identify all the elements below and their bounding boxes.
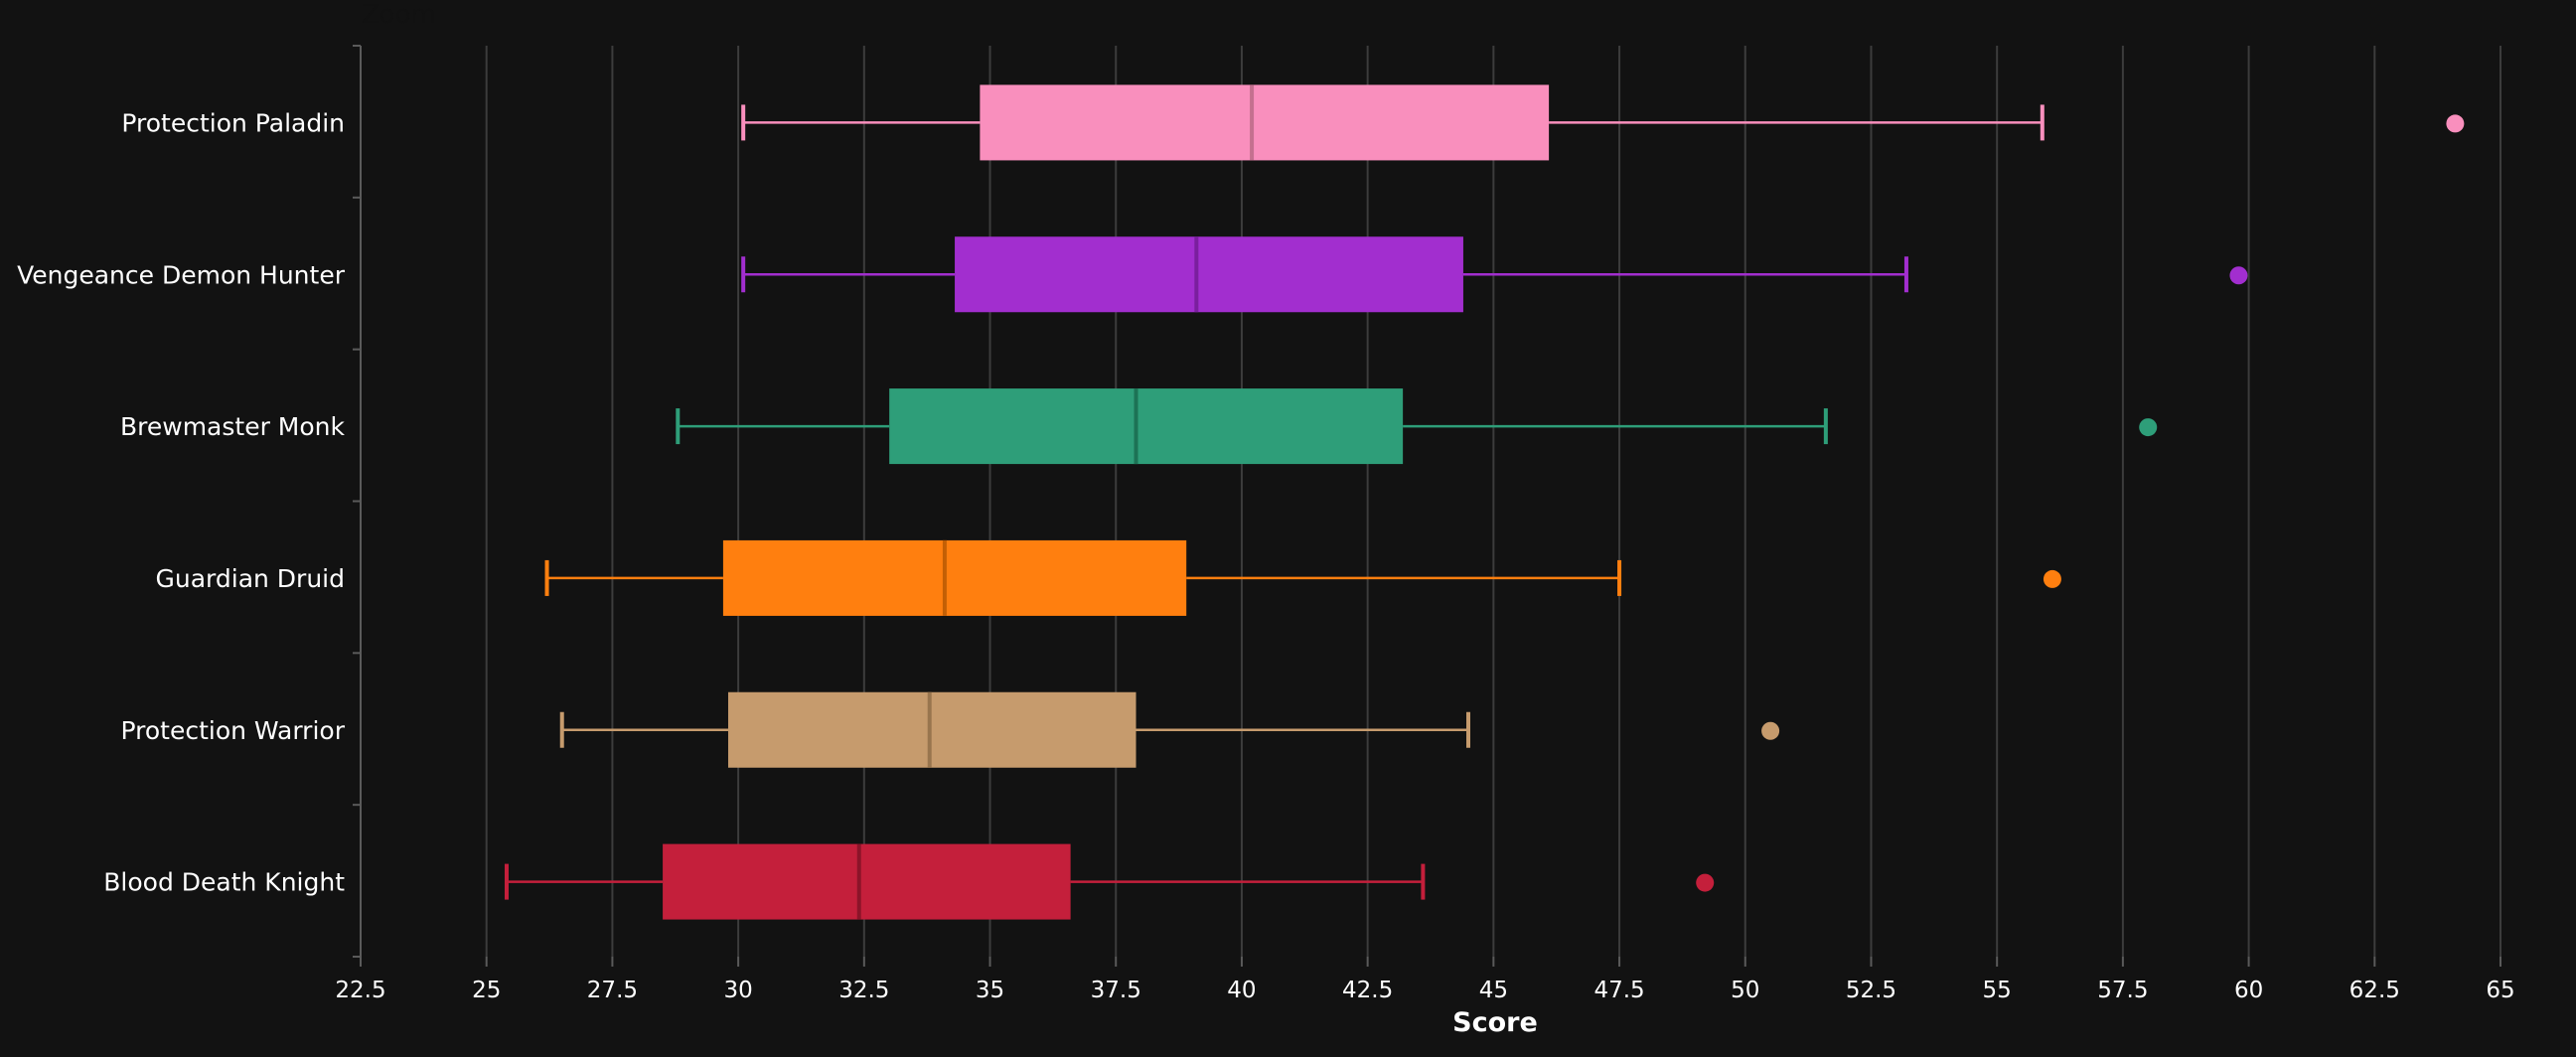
x-tick-label: 42.5 xyxy=(1342,978,1393,1003)
x-tick-label: 47.5 xyxy=(1593,978,1644,1003)
x-tick-label: 57.5 xyxy=(2097,978,2148,1003)
outlier-point xyxy=(2229,266,2248,285)
box-group xyxy=(676,388,2158,465)
x-tick-label: 32.5 xyxy=(838,978,889,1003)
labels: 22.5 25 27.5 30 32.5 35 37.5 40 42.5 45 47.5 50 52.5… xyxy=(17,108,2515,1038)
x-tick-label: 50 xyxy=(1731,978,1759,1003)
x-tick-label: 40 xyxy=(1227,978,1256,1003)
outlier-point xyxy=(2043,569,2061,588)
box-group xyxy=(741,84,2465,161)
category-label: Protection Paladin xyxy=(121,108,345,137)
box-group xyxy=(559,691,1780,768)
x-tick-label: 62.5 xyxy=(2349,978,2400,1003)
outlier-point xyxy=(1761,721,1780,740)
category-label: Guardian Druid xyxy=(156,564,346,593)
box-group xyxy=(544,539,2061,616)
x-tick-label: 27.5 xyxy=(587,978,638,1003)
box xyxy=(727,691,1136,768)
box-group xyxy=(504,843,1715,920)
x-tick-label: 30 xyxy=(723,978,752,1003)
outlier-point xyxy=(2446,114,2465,133)
x-tick-label: 55 xyxy=(1983,978,2012,1003)
category-label: Brewmaster Monk xyxy=(120,412,346,441)
x-tick-label: 52.5 xyxy=(1846,978,1896,1003)
x-tick-label: 35 xyxy=(976,978,1004,1003)
zoom-label[interactable]: Zoom xyxy=(362,0,436,30)
category-label: Blood Death Knight xyxy=(103,868,345,897)
x-tick-label: 65 xyxy=(2486,978,2514,1003)
box xyxy=(980,84,1550,161)
x-tick-label: 60 xyxy=(2234,978,2263,1003)
x-axis-title: Score xyxy=(1452,1007,1538,1038)
box xyxy=(663,843,1071,920)
outlier-point xyxy=(2139,418,2158,437)
x-tick-label: 37.5 xyxy=(1091,978,1141,1003)
x-tick-label: 45 xyxy=(1479,978,1508,1003)
gridlines xyxy=(485,46,2501,957)
box xyxy=(955,236,1463,313)
boxes xyxy=(504,84,2465,920)
category-label: Vengeance Demon Hunter xyxy=(17,260,346,289)
category-label: Protection Warrior xyxy=(120,716,345,745)
box-group xyxy=(741,236,2248,313)
x-tick-label: 22.5 xyxy=(335,978,385,1003)
box xyxy=(889,388,1404,465)
outlier-point xyxy=(1696,873,1715,892)
box xyxy=(722,539,1187,616)
axes xyxy=(353,45,2501,967)
x-tick-label: 25 xyxy=(472,978,501,1003)
